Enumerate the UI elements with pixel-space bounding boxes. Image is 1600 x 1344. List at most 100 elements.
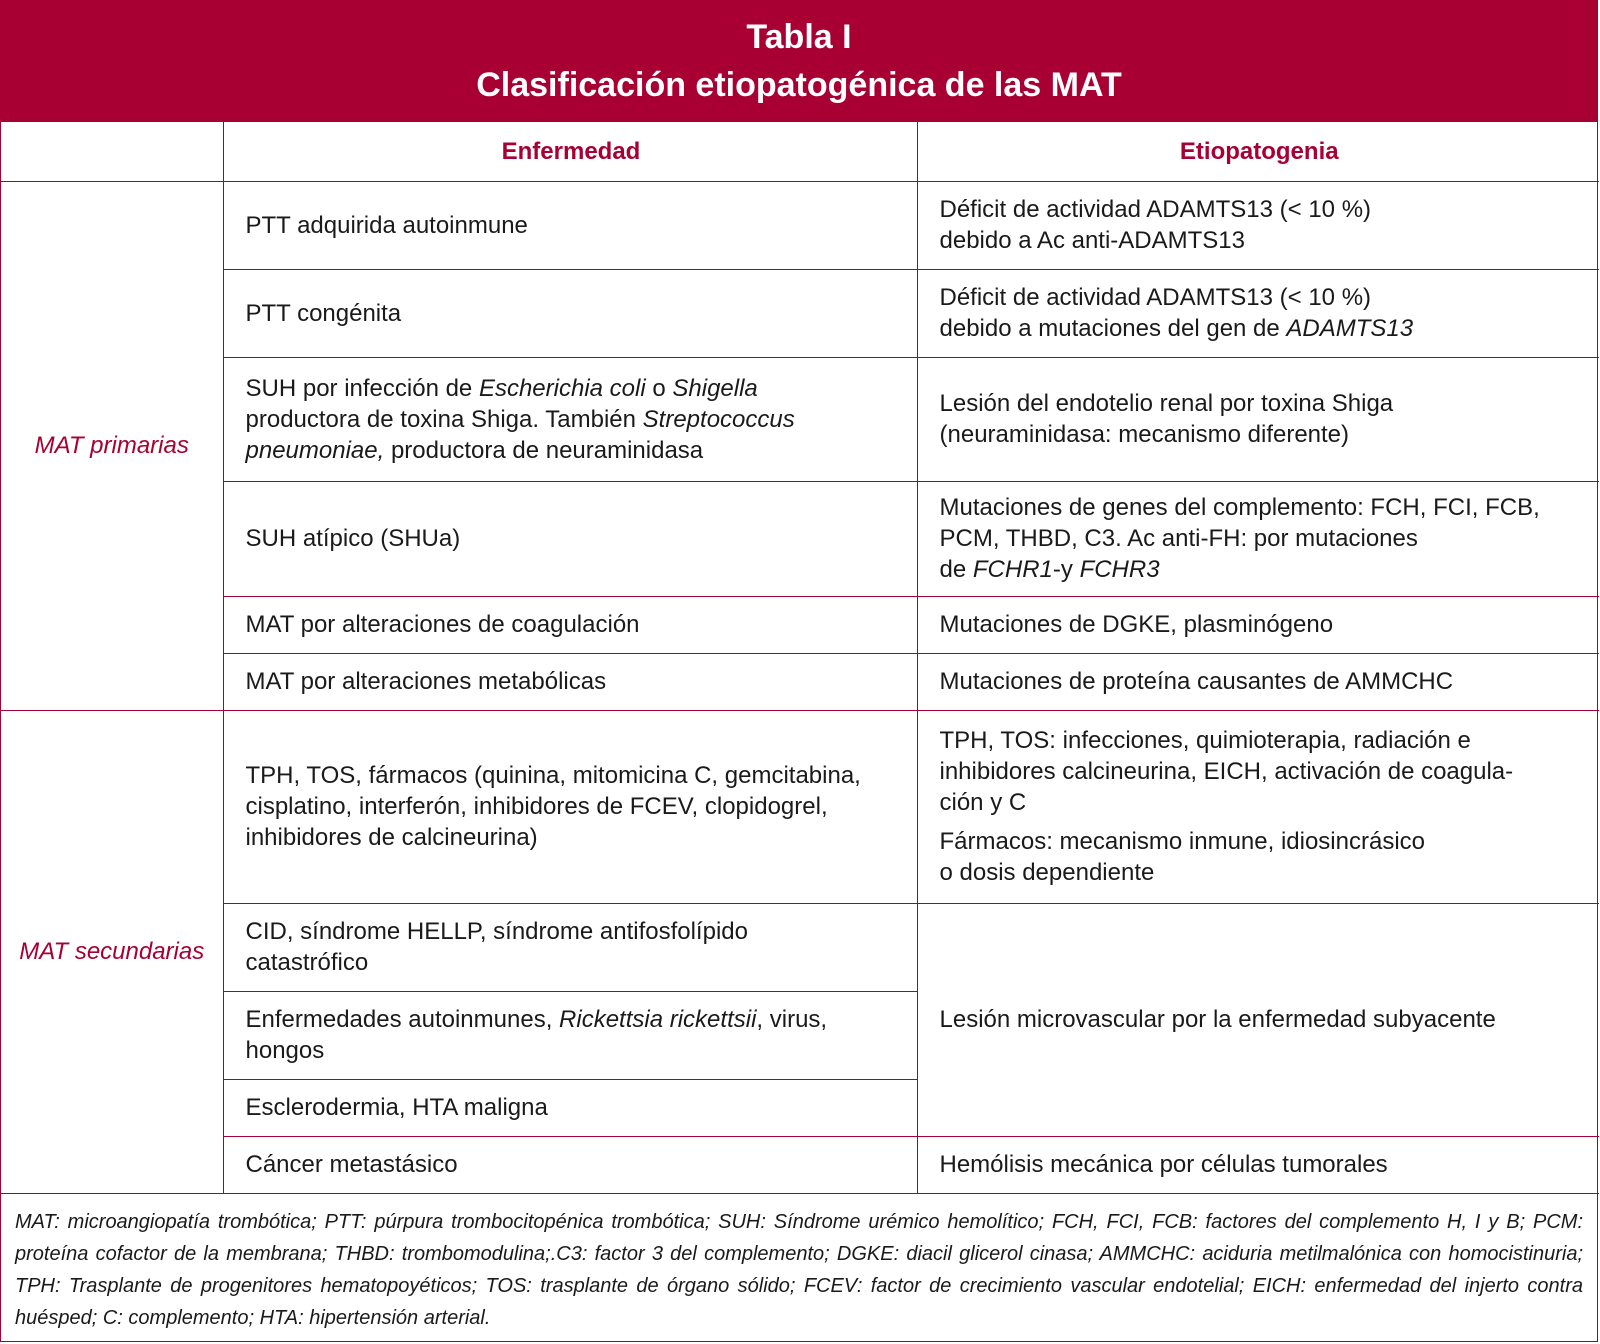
cell-line: pneumoniae, productora de neuraminidasa xyxy=(246,435,897,466)
etiopatogenia-cell: TPH, TOS: infecciones, quimioterapia, ra… xyxy=(916,709,1599,904)
text-run: Déficit de actividad ADAMTS13 (< 10 %) xyxy=(939,196,1372,223)
table-row: MAT por alteraciones metabólicas Mutacio… xyxy=(1,652,1599,711)
text-run: PTT congénita xyxy=(245,299,402,327)
text-run: Cáncer metastásico xyxy=(245,1151,458,1178)
cell-line: debido a Ac anti-ADAMTS13 xyxy=(940,225,1580,256)
text-run: Mutaciones de proteína causantes de AMMC… xyxy=(939,668,1454,695)
enfermedad-cell: PTT congénita xyxy=(223,268,918,358)
table-row: MAT por alteraciones de coagulación Muta… xyxy=(1,595,1599,654)
enfermedad-cell: Enfermedades autoinmunes, Rickettsia ric… xyxy=(223,990,917,1080)
cell-line: de FCHR1-y FCHR3 xyxy=(940,554,1580,585)
table-header: Tabla I Clasificación etiopatogénica de … xyxy=(1,1,1597,122)
enfermedad-cell: TPH, TOS, fármacos (quinina, mitomicina … xyxy=(222,709,918,904)
text-run: TPH, TOS: infecciones, quimioterapia, ra… xyxy=(939,727,1471,754)
cell-line: SUH atípico (SHUa) xyxy=(246,523,897,554)
text-run: debido a mutaciones del gen de xyxy=(939,315,1287,342)
text-run: hongos xyxy=(245,1037,325,1064)
text-run: o xyxy=(645,374,673,402)
text-run: Mutaciones de DGKE, plasminógeno xyxy=(939,611,1334,638)
table-row: SUH por infección de Escherichia coli o … xyxy=(1,356,1599,482)
table-subtitle: Clasificación etiopatogénica de las MAT xyxy=(476,66,1122,104)
italic-term: Shigella xyxy=(672,374,758,402)
enfermedad-cell: SUH atípico (SHUa) xyxy=(223,480,918,597)
text-run: Esclerodermia, HTA maligna xyxy=(245,1094,548,1121)
enfermedad-cell: Cáncer metastásico xyxy=(223,1135,918,1194)
cell-line: Mutaciones de DGKE, plasminógeno xyxy=(940,609,1580,640)
table-row: MAT secundarias TPH, TOS, fármacos (quin… xyxy=(1,709,1599,1194)
table-row: Esclerodermia, HTA maligna xyxy=(1,1078,1599,1137)
text-run: , virus, xyxy=(756,1006,828,1033)
cell-line: o dosis dependiente xyxy=(940,857,1580,888)
group-label-secundarias: MAT secundarias xyxy=(1,709,224,1194)
text-run: productora de neuraminidasa xyxy=(384,436,704,464)
etiopatogenia-cell: Lesión del endotelio renal por toxina Sh… xyxy=(916,356,1599,482)
etiopatogenia-cell: Mutaciones de genes del complemento: FCH… xyxy=(916,480,1599,597)
etiopatogenia-cell: Mutaciones de DGKE, plasminógeno xyxy=(916,595,1599,654)
text-run: inhibidores calcineurina, EICH, activaci… xyxy=(939,758,1514,785)
italic-term: pneumoniae, xyxy=(245,436,385,464)
cell-line: Déficit de actividad ADAMTS13 (< 10 %) xyxy=(940,194,1580,225)
cell-line: MAT por alteraciones de coagulación xyxy=(246,609,897,640)
text-run: CID, síndrome HELLP, síndrome antifosfol… xyxy=(245,918,748,945)
italic-term: FCHR3 xyxy=(1079,556,1160,583)
cell-line: TPH, TOS, fármacos (quinina, mitomicina … xyxy=(246,760,897,791)
cell-line: Enfermedades autoinmunes, Rickettsia ric… xyxy=(246,1004,897,1035)
etiopatogenia-cell: Déficit de actividad ADAMTS13 (< 10 %) de… xyxy=(916,180,1599,270)
cell-line: Déficit de actividad ADAMTS13 (< 10 %) xyxy=(940,282,1580,313)
italic-term: ADAMTS13 xyxy=(1286,315,1414,342)
italic-term: Escherichia coli xyxy=(478,374,646,402)
cell-line: Mutaciones de genes del complemento: FCH… xyxy=(940,492,1580,523)
cell-line: productora de toxina Shiga. También Stre… xyxy=(246,404,897,435)
text-run: Mutaciones de genes del complemento: FCH… xyxy=(939,494,1540,521)
text-run: catastrófico xyxy=(245,949,369,976)
cell-line: Cáncer metastásico xyxy=(246,1149,897,1180)
text-run: Fármacos: mecanismo inmune, idiosincrási… xyxy=(939,828,1426,855)
cell-line: PCM, THBD, C3. Ac anti-FH: por mutacione… xyxy=(940,523,1580,554)
cell-line: inhibidores calcineurina, EICH, activaci… xyxy=(940,756,1580,787)
table-row: CID, síndrome HELLP, síndrome antifosfol… xyxy=(1,902,1599,1137)
table-row: PTT congénita Déficit de actividad ADAMT… xyxy=(1,268,1599,358)
enfermedad-cell: PTT adquirida autoinmune xyxy=(222,180,918,270)
cell-line: PTT adquirida autoinmune xyxy=(246,210,897,241)
corner-cell xyxy=(1,122,224,182)
text-run: PCM, THBD, C3. Ac anti-FH: por mutacione… xyxy=(939,525,1418,552)
text-run: cisplatino, interferón, inhibidores de F… xyxy=(245,793,828,820)
text-run: MAT por alteraciones de coagulación xyxy=(245,611,640,638)
cell-line: Fármacos: mecanismo inmune, idiosincrási… xyxy=(940,826,1580,857)
enfermedad-cell: CID, síndrome HELLP, síndrome antifosfol… xyxy=(223,902,918,992)
cell-line: PTT congénita xyxy=(246,298,897,329)
enfermedad-cell: Esclerodermia, HTA maligna xyxy=(223,1078,917,1137)
cell-line: Lesión microvascular por la enfermedad s… xyxy=(940,1004,1580,1035)
cell-line: Esclerodermia, HTA maligna xyxy=(246,1092,897,1123)
text-run: Lesión microvascular por la enfermedad s… xyxy=(939,1006,1496,1033)
text-run: debido a Ac anti-ADAMTS13 xyxy=(939,227,1246,254)
cell-line: Mutaciones de proteína causantes de AMMC… xyxy=(940,666,1580,697)
cell-line: SUH por infección de Escherichia coli o … xyxy=(246,373,897,404)
cell-line: ción y C xyxy=(940,787,1580,818)
text-run: de xyxy=(939,556,973,583)
footnote: MAT: microangiopatía trombótica; PTT: pú… xyxy=(1,1192,1597,1334)
italic-term: Streptococcus xyxy=(642,405,795,433)
enfermedad-cell: SUH por infección de Escherichia coli o … xyxy=(223,356,918,482)
text-run: SUH atípico (SHUa) xyxy=(245,525,461,552)
text-run: inhibidores de calcineurina) xyxy=(245,824,538,851)
text-run: MAT por alteraciones metabólicas xyxy=(245,668,607,695)
enfermedad-cell: MAT por alteraciones de coagulación xyxy=(223,595,918,654)
text-run: TPH, TOS, fármacos (quinina, mitomicina … xyxy=(245,762,861,789)
text-run: ción y C xyxy=(939,789,1027,816)
cell-line: TPH, TOS: infecciones, quimioterapia, ra… xyxy=(940,725,1580,756)
etiopatogenia-cell: Mutaciones de proteína causantes de AMMC… xyxy=(916,652,1599,711)
text-run: productora de toxina Shiga. También xyxy=(245,405,643,433)
column-header-etiopatogenia: Etiopatogenia xyxy=(916,122,1599,182)
text-run: (neuraminidasa: mecanismo diferente) xyxy=(939,421,1350,448)
line-gap xyxy=(940,818,1580,826)
table-row: MAT primarias PTT adquirida autoinmune D… xyxy=(1,180,1599,711)
italic-term: Rickettsia rickettsii xyxy=(559,1006,757,1033)
cell-line: Lesión del endotelio renal por toxina Sh… xyxy=(940,388,1580,419)
text-run: Déficit de actividad ADAMTS13 (< 10 %) xyxy=(939,284,1372,311)
cell-line: inhibidores de calcineurina) xyxy=(246,822,897,853)
cell-line: cisplatino, interferón, inhibidores de F… xyxy=(246,791,897,822)
text-run: SUH por infección de xyxy=(245,374,479,402)
text-run: o dosis dependiente xyxy=(939,859,1155,886)
